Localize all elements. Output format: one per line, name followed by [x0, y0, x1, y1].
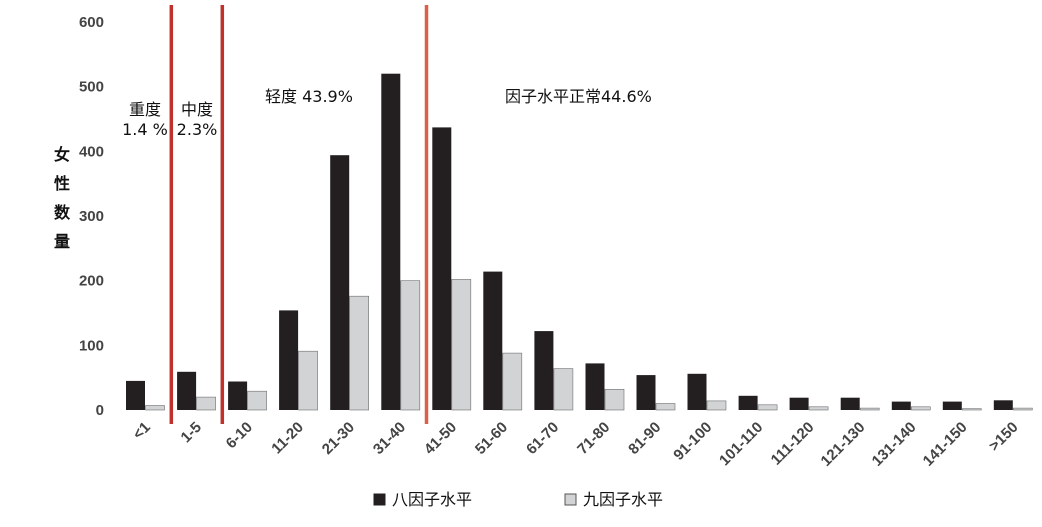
x-tick-label: 41-50 — [421, 419, 460, 458]
bar-nine-factor — [502, 352, 523, 411]
x-tick-label: 21-30 — [319, 419, 358, 458]
x-tick-label: 1-5 — [178, 419, 205, 446]
x-tick-label: 91-100 — [670, 419, 715, 464]
y-axis-label-char: 量 — [54, 232, 70, 251]
x-tick-label: 31-40 — [370, 419, 409, 458]
x-tick-label: <1 — [130, 419, 154, 443]
bar-eight-factor — [687, 373, 707, 410]
annotation-moderate-line1: 中度 — [181, 100, 213, 119]
bar-nine-factor — [859, 407, 880, 411]
x-tick-label: 81-90 — [625, 419, 664, 458]
x-tick-label: 141-150 — [920, 419, 971, 470]
bar-nine-factor — [910, 406, 931, 411]
y-tick-label: 300 — [79, 208, 104, 225]
bar-eight-factor — [789, 397, 809, 410]
bar-eight-factor — [891, 401, 911, 410]
y-tick-label: 600 — [79, 14, 104, 31]
x-tick-label: 101-110 — [716, 419, 766, 469]
x-tick-label: 111-120 — [768, 419, 818, 469]
bar-nine-factor — [655, 403, 676, 411]
y-axis-label-char: 女 — [54, 145, 70, 164]
x-tick-label: 6-10 — [223, 419, 256, 452]
bar-nine-factor — [757, 404, 778, 411]
bar-nine-factor — [961, 408, 982, 411]
bar-eight-factor — [585, 363, 605, 410]
x-tick-label: 121-130 — [818, 419, 869, 470]
bar-eight-factor — [942, 401, 962, 410]
y-tick-label: 400 — [79, 143, 104, 160]
bar-nine-factor — [451, 279, 472, 411]
bar-eight-factor — [126, 380, 145, 410]
bar-eight-factor — [738, 395, 758, 410]
x-tick-label: 11-20 — [268, 419, 307, 458]
x-tick-label: 71-80 — [574, 419, 613, 458]
bar-nine-factor — [247, 390, 267, 411]
legend-label-nine-factor: 九因子水平 — [583, 490, 663, 509]
bar-nine-factor — [706, 400, 727, 411]
bar-nine-factor — [808, 406, 829, 411]
y-axis-ticks: 0 100 200 300 400 500 600 — [79, 14, 104, 419]
annotation-moderate-line2: 2.3% — [177, 120, 218, 139]
annotation-mild: 轻度 43.9% — [265, 87, 353, 106]
x-axis-ticks: <1 1-5 6-10 11-20 21-30 31-40 41-50 51-60 61-70 7… — [130, 419, 1022, 470]
bar-eight-factor — [228, 381, 248, 410]
bar-eight-factor — [381, 73, 401, 410]
bar-nine-factor — [145, 405, 165, 411]
bar-nine-factor — [349, 295, 370, 411]
annotation-severe-line1: 重度 — [129, 100, 161, 119]
legend-label-eight-factor: 八因子水平 — [392, 490, 472, 509]
y-tick-label: 0 — [96, 402, 104, 419]
bar-nine-factor — [196, 396, 216, 411]
y-axis-label-char: 性 — [54, 174, 70, 193]
bar-eight-factor — [279, 310, 299, 410]
x-tick-label: 51-60 — [472, 419, 511, 458]
bar-eight-factor — [993, 400, 1013, 410]
bar-nine-factor — [553, 368, 574, 411]
y-axis-label-char: 数 — [54, 203, 71, 222]
bars — [126, 73, 1033, 411]
x-tick-label: 61-70 — [523, 419, 562, 458]
bar-eight-factor — [330, 155, 350, 410]
bar-eight-factor — [534, 331, 554, 410]
legend-swatch-nine-factor — [564, 493, 577, 506]
annotation-normal: 因子水平正常44.6% — [505, 87, 652, 106]
bar-eight-factor — [483, 271, 503, 410]
bar-eight-factor — [840, 397, 860, 410]
annotations: 重度 1.4 % 中度 2.3% 轻度 43.9% 因子水平正常44.6% — [122, 87, 652, 139]
bar-eight-factor — [636, 375, 656, 410]
bar-nine-factor — [400, 280, 421, 411]
bar-nine-factor — [604, 388, 625, 411]
x-tick-label: >150 — [986, 419, 1022, 455]
x-tick-label: 131-140 — [869, 419, 920, 470]
y-tick-label: 500 — [79, 79, 104, 96]
category-dividers — [169, 5, 429, 424]
bar-nine-factor — [1012, 407, 1033, 411]
y-tick-label: 100 — [79, 337, 104, 354]
y-tick-label: 200 — [79, 273, 104, 290]
annotation-severe-line2: 1.4 % — [122, 120, 168, 139]
legend: 八因子水平 九因子水平 — [373, 490, 663, 509]
bar-eight-factor — [177, 371, 197, 410]
bar-eight-factor — [432, 127, 452, 411]
legend-swatch-eight-factor — [373, 493, 386, 506]
bar-nine-factor — [298, 350, 318, 411]
